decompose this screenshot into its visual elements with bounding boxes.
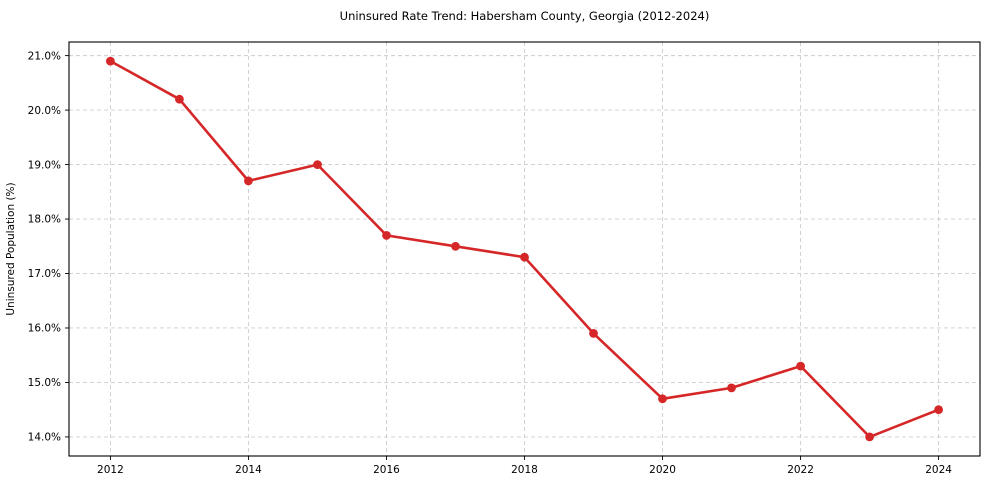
- grid-layer: [69, 42, 980, 456]
- data-point: [313, 160, 322, 170]
- x-tick-label: 2018: [511, 464, 538, 476]
- x-tick-label: 2020: [649, 464, 676, 476]
- data-point: [934, 405, 943, 415]
- data-point: [658, 394, 667, 404]
- y-tick-label: 20.0%: [28, 105, 61, 117]
- y-tick-label: 14.0%: [28, 432, 61, 444]
- y-tick-label: 19.0%: [28, 159, 61, 171]
- data-point: [727, 383, 736, 393]
- y-tick-label: 21.0%: [28, 50, 61, 62]
- x-tick-label: 2014: [235, 464, 262, 476]
- x-tick-label: 2012: [97, 464, 124, 476]
- data-point: [796, 361, 805, 371]
- chart-title: Uninsured Rate Trend: Habersham County, …: [339, 9, 710, 23]
- data-point: [589, 329, 598, 338]
- x-tick-label: 2016: [373, 464, 400, 476]
- data-point: [244, 176, 253, 186]
- y-tick-label: 15.0%: [28, 377, 61, 389]
- tick-layer: 2012 2014 2016 2018 2020 2022 2024 14.0% 15.0% 16…: [28, 50, 953, 476]
- data-point: [106, 56, 115, 66]
- data-point: [175, 94, 184, 104]
- y-tick-label: 17.0%: [28, 268, 61, 280]
- data-point: [865, 432, 874, 442]
- data-point: [451, 241, 460, 251]
- data-point: [382, 231, 391, 240]
- x-tick-label: 2024: [925, 464, 952, 476]
- data-point: [520, 252, 529, 262]
- trend-series-layer: [106, 56, 943, 442]
- x-tick-label: 2022: [787, 464, 814, 476]
- y-tick-label: 16.0%: [28, 323, 61, 335]
- y-axis-label: Uninsured Population (%): [5, 182, 17, 315]
- y-tick-label: 18.0%: [28, 214, 61, 226]
